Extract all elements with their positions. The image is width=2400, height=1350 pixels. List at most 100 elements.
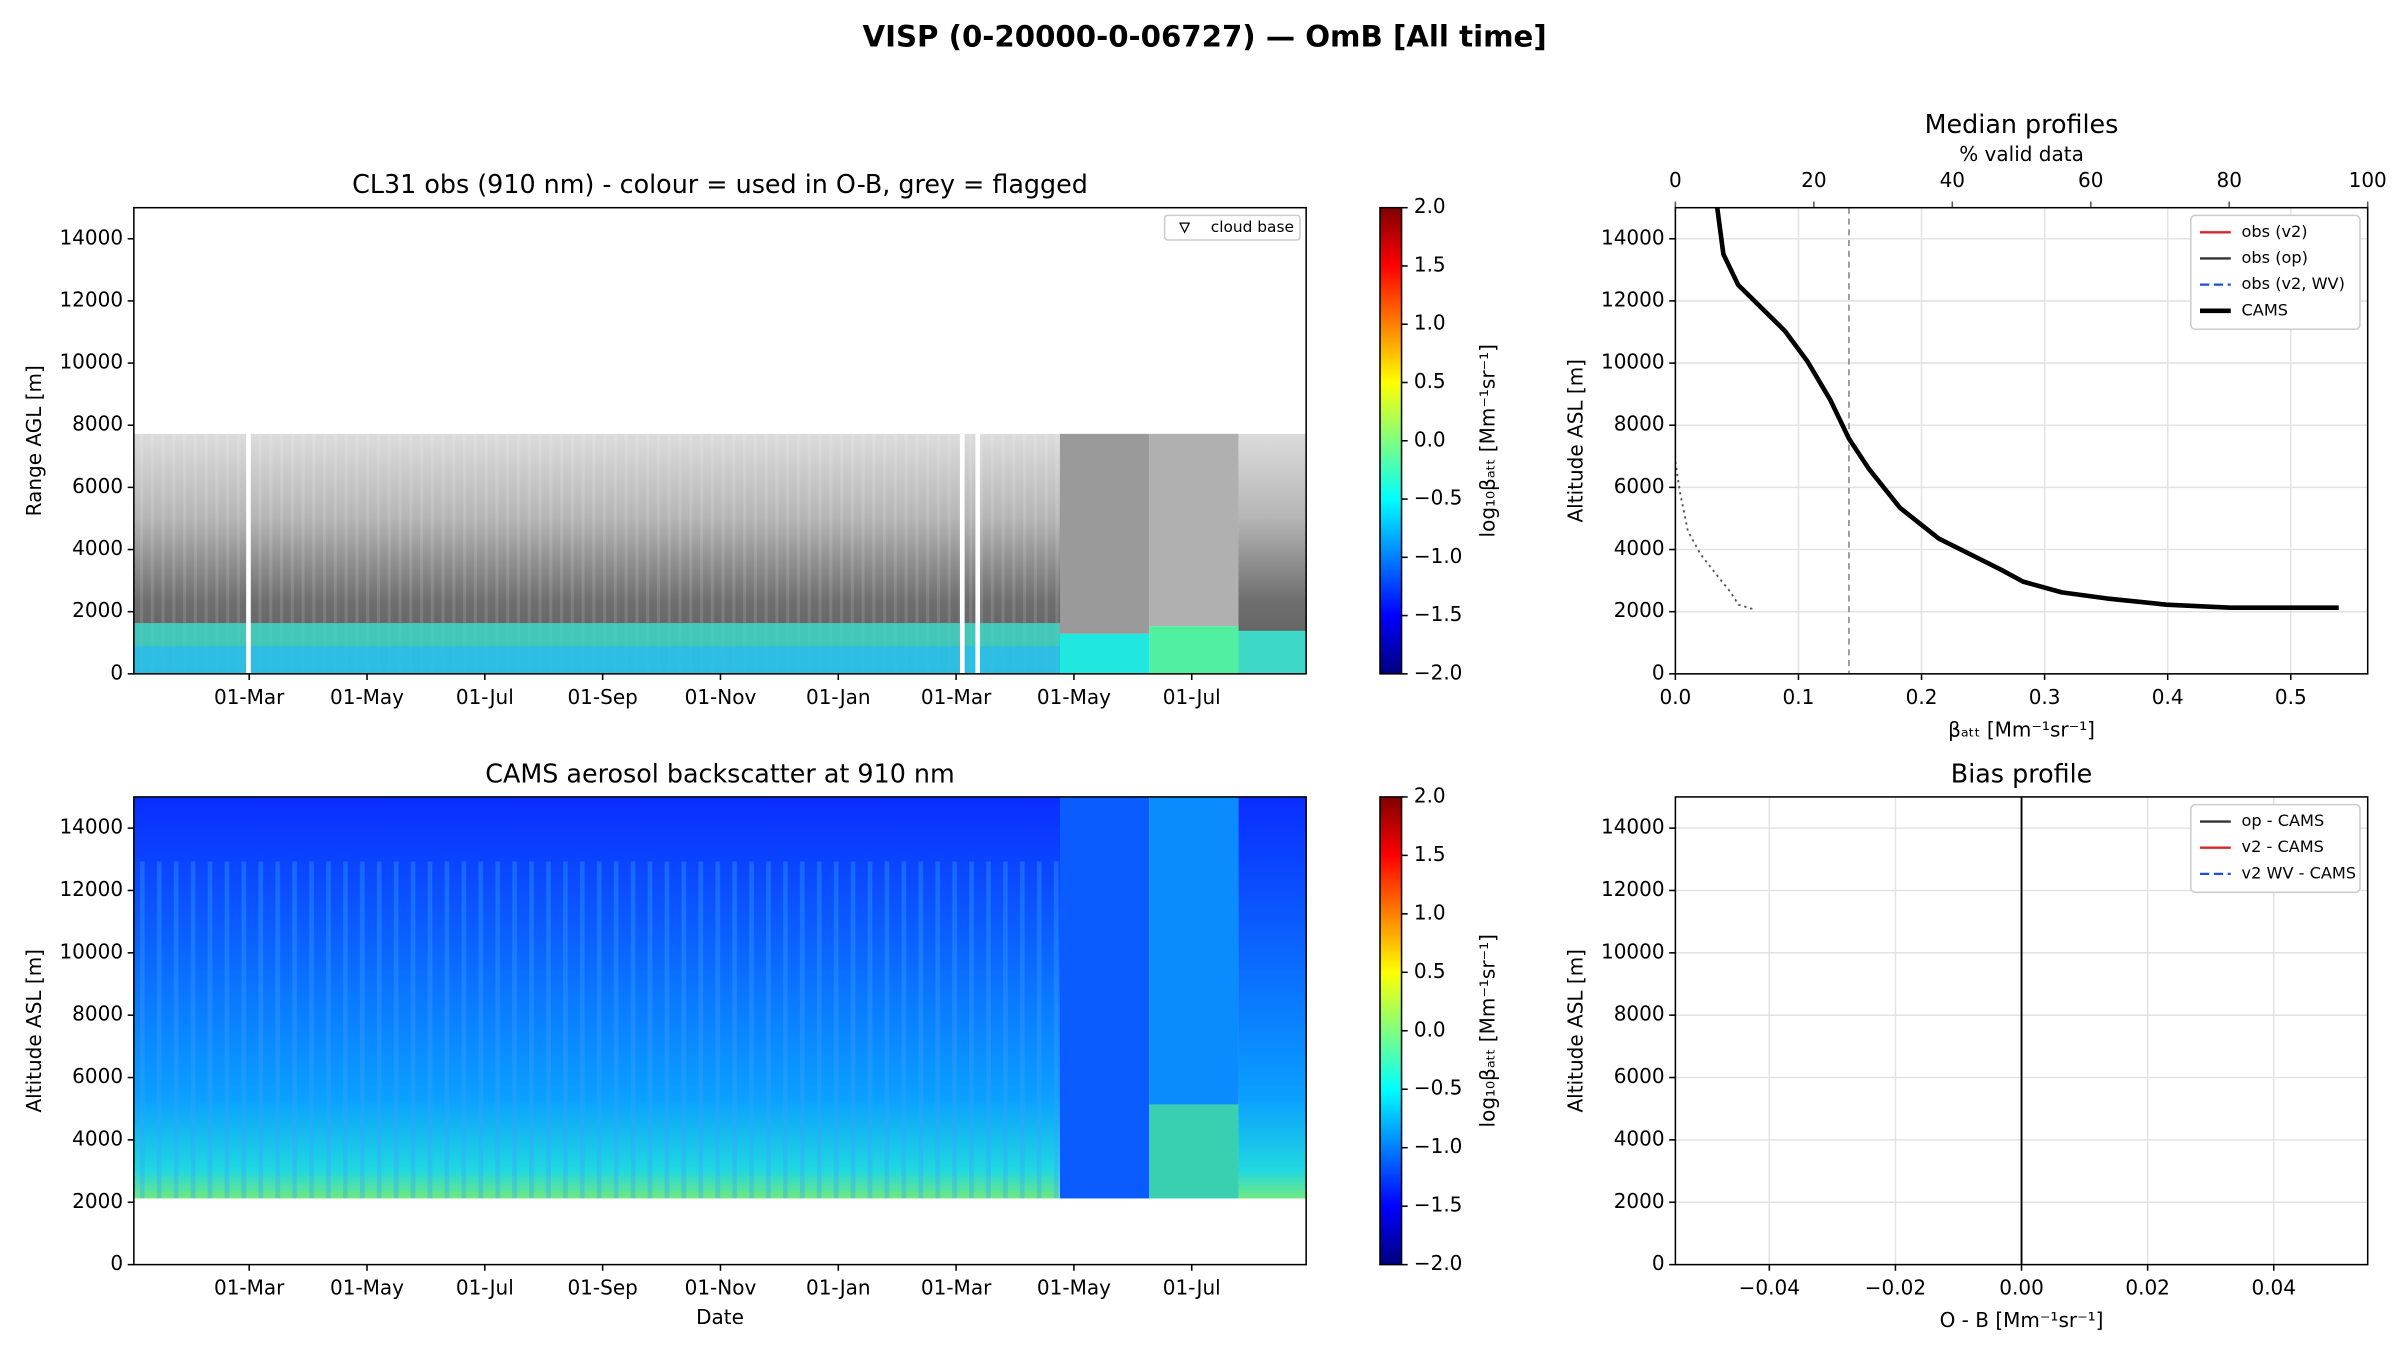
y-axis-label: Range AGL [m]: [22, 365, 46, 516]
colorbar-tick-label: 2.0: [1414, 783, 1446, 807]
y-tick-label: 2000: [72, 1189, 123, 1213]
x-tick-label: −0.02: [1865, 1276, 1926, 1300]
legend-label: v2 WV - CAMS: [2242, 863, 2357, 882]
y-tick-label: 10000: [59, 939, 123, 963]
x-tick-label: 0.02: [2125, 1276, 2170, 1300]
legend-box: [2190, 803, 2361, 894]
x-tick-label: 01-Jan: [806, 685, 871, 709]
x2-tick-label: 0: [1669, 168, 1682, 192]
colorbar-tick-label: 1.5: [1414, 842, 1446, 866]
y-tick-label: 6000: [72, 1064, 123, 1088]
x-tick-label: 01-Jan: [806, 1276, 871, 1300]
y-axis-label: Altitude ASL [m]: [1563, 949, 1587, 1112]
x-tick-label: 01-May: [330, 685, 404, 709]
x-tick-label: 0.1: [1783, 685, 1815, 709]
x-tick-label: 01-Jul: [456, 1276, 514, 1300]
obs-heatmap-texture: [133, 433, 1307, 674]
y-tick-label: 4000: [1614, 1126, 1665, 1150]
colorbar-tick-label: −1.5: [1414, 1193, 1463, 1217]
x-tick-label: 01-Mar: [921, 1276, 992, 1300]
colorbar-label: log₁₀βₐₜₜ [Mm⁻¹sr⁻¹]: [1476, 934, 1500, 1127]
y-tick-label: 2000: [1614, 1189, 1665, 1213]
y-tick-label: 8000: [1614, 1002, 1665, 1026]
y-tick-label: 2000: [72, 598, 123, 622]
colorbar-tick-label: 1.5: [1414, 252, 1446, 276]
x2-tick-label: 60: [2078, 168, 2103, 192]
x-tick-label: 0.0: [1659, 685, 1691, 709]
y-tick-label: 10000: [1601, 350, 1665, 374]
profile-line: [1675, 461, 1754, 611]
x-tick-label: 0.00: [1999, 1276, 2044, 1300]
plot-frame: [1674, 796, 2369, 1266]
x-tick-label: 01-Mar: [214, 685, 285, 709]
colorbar-tick-label: −1.0: [1414, 1134, 1463, 1158]
colorbar: [1379, 206, 1403, 675]
x-axis-label: βₐₜₜ [Mm⁻¹sr⁻¹]: [1948, 717, 2095, 741]
y-tick-label: 14000: [59, 815, 123, 839]
x-axis-label: Date: [696, 1305, 744, 1329]
colorbar-tick-label: 1.0: [1414, 900, 1446, 924]
colorbar-tick-label: 0.5: [1414, 369, 1446, 393]
y-tick-label: 0: [110, 1251, 123, 1275]
legend-label: obs (v2, WV): [2242, 274, 2345, 293]
x2-tick-label: 80: [2217, 168, 2242, 192]
y-tick-label: 8000: [72, 1002, 123, 1026]
plot-frame: [1674, 206, 2369, 675]
y-axis-label: Altitude ASL [m]: [1563, 359, 1587, 522]
y-tick-label: 8000: [72, 412, 123, 436]
x-tick-label: 01-Jul: [1163, 685, 1221, 709]
colorbar-tick-label: 0.0: [1414, 1017, 1446, 1041]
x-tick-label: 01-Nov: [685, 685, 757, 709]
colorbar-tick-label: −2.0: [1414, 1251, 1463, 1275]
y-tick-label: 12000: [59, 877, 123, 901]
x-axis-label: O - B [Mm⁻¹sr⁻¹]: [1940, 1308, 2104, 1332]
x-tick-label: 01-Jul: [1163, 1276, 1221, 1300]
x-tick-label: −0.04: [1739, 1276, 1800, 1300]
legend-label: cloud base: [1211, 218, 1294, 236]
x-tick-label: 0.3: [2029, 685, 2061, 709]
legend-label: obs (v2): [2242, 222, 2308, 241]
y-tick-label: 14000: [1601, 225, 1665, 249]
x-tick-label: 01-May: [1037, 1276, 1111, 1300]
x-tick-label: 01-Nov: [685, 1276, 757, 1300]
y-tick-label: 2000: [1614, 598, 1665, 622]
y-tick-label: 14000: [1601, 815, 1665, 839]
y-tick-label: 6000: [1614, 1064, 1665, 1088]
y-tick-label: 10000: [1601, 939, 1665, 963]
legend-label: v2 - CAMS: [2242, 837, 2324, 856]
colorbar-tick-label: 0.5: [1414, 959, 1446, 983]
y-tick-label: 12000: [1601, 287, 1665, 311]
x2-axis-label: % valid data: [1959, 142, 2084, 166]
x2-tick-label: 40: [1940, 168, 1965, 192]
legend-box: [2190, 214, 2361, 330]
x-tick-label: 01-Sep: [567, 685, 637, 709]
y-tick-label: 12000: [59, 287, 123, 311]
y-tick-label: 6000: [1614, 474, 1665, 498]
profile-line: [1714, 207, 2339, 611]
x-tick-label: 01-May: [330, 1276, 404, 1300]
legend-label: op - CAMS: [2242, 811, 2325, 830]
x-tick-label: 01-May: [1037, 685, 1111, 709]
x-tick-label: 0.2: [1906, 685, 1938, 709]
x-tick-label: 0.5: [2275, 685, 2307, 709]
panel-title: CAMS aerosol backscatter at 910 nm: [485, 758, 954, 788]
y-tick-label: 14000: [59, 225, 123, 249]
y-axis-label: Altitude ASL [m]: [22, 949, 46, 1112]
x2-tick-label: 20: [1801, 168, 1826, 192]
colorbar-label: log₁₀βₐₜₜ [Mm⁻¹sr⁻¹]: [1476, 344, 1500, 537]
y-tick-label: 4000: [1614, 536, 1665, 560]
panel-title: Bias profile: [1951, 758, 2092, 788]
y-tick-label: 6000: [72, 474, 123, 498]
y-tick-label: 4000: [72, 536, 123, 560]
figure-title: VISP (0-20000-0-06727) — OmB [All time]: [862, 19, 1546, 53]
x-tick-label: 0.04: [2251, 1276, 2296, 1300]
colorbar-tick-label: 0.0: [1414, 427, 1446, 451]
y-tick-label: 12000: [1601, 877, 1665, 901]
x-tick-label: 0.4: [2152, 685, 2184, 709]
x-tick-label: 01-Mar: [214, 1276, 285, 1300]
legend-label: CAMS: [2242, 300, 2288, 319]
panel-title: CL31 obs (910 nm) - colour = used in O-B…: [352, 169, 1088, 199]
colorbar-tick-label: −2.0: [1414, 660, 1463, 684]
y-tick-label: 0: [110, 660, 123, 684]
x-tick-label: 01-Sep: [567, 1276, 637, 1300]
